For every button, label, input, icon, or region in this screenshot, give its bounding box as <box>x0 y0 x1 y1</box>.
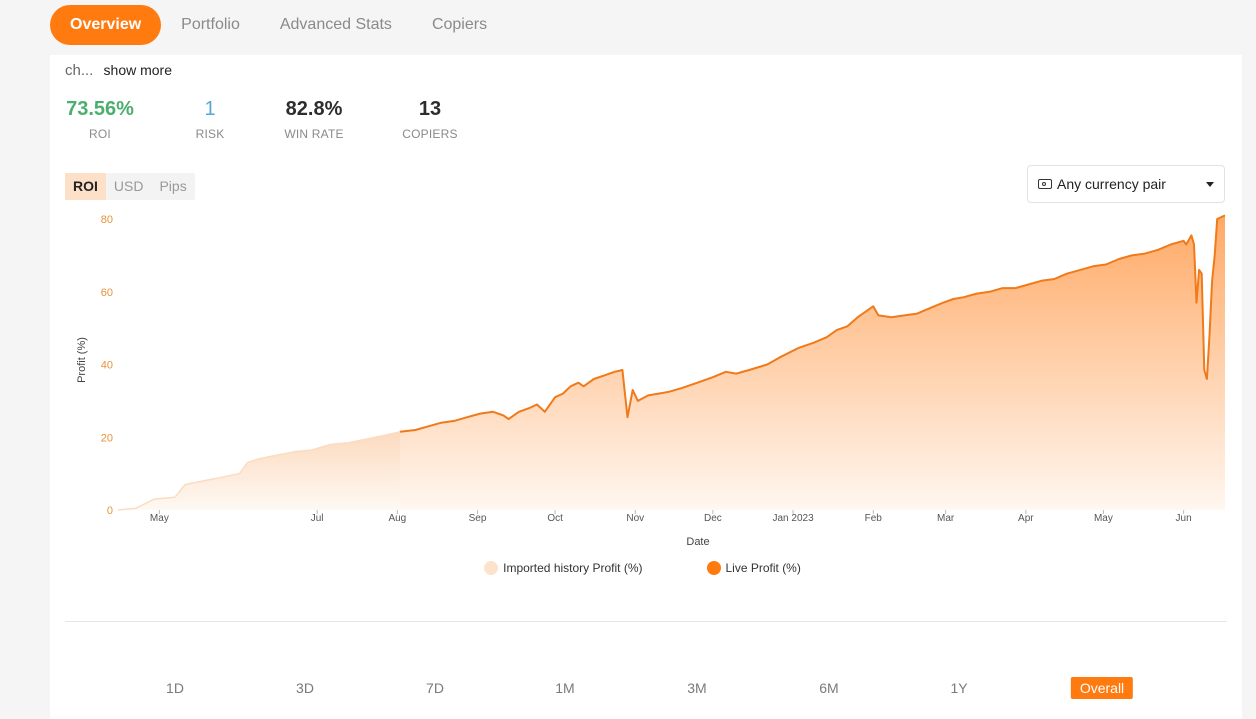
legend-imported[interactable]: Imported history Profit (%) <box>484 561 643 575</box>
divider <box>65 621 1227 622</box>
metric-toggle: ROI USD Pips <box>65 173 195 200</box>
x-tick-label: Aug <box>388 513 406 524</box>
legend-imported-dot <box>484 561 499 575</box>
y-tick-label: 40 <box>101 360 113 372</box>
legend-live-dot <box>706 561 721 575</box>
legend-live[interactable]: Live Profit (%) <box>706 561 801 575</box>
legend-live-label: Live Profit (%) <box>725 561 801 575</box>
description-text: ch... <box>65 62 94 79</box>
period-6m[interactable]: 6M <box>819 680 839 696</box>
copiers-label: COPIERS <box>402 127 458 141</box>
overview-card: ch... show more 73.56% ROI 1 RISK 82.8% … <box>50 55 1242 719</box>
x-axis-title: Date <box>686 536 709 548</box>
tab-advanced-stats[interactable]: Advanced Stats <box>279 16 392 33</box>
period-1d[interactable]: 1D <box>166 680 184 696</box>
tab-overview[interactable]: Overview <box>50 5 162 45</box>
tab-copiers[interactable]: Copiers <box>431 16 488 33</box>
risk-value: 1 <box>204 98 216 120</box>
y-axis-title: Profit (%) <box>76 337 88 383</box>
x-tick-label: Feb <box>865 513 883 524</box>
x-tick-label: Apr <box>1018 513 1034 524</box>
y-tick-label: 20 <box>101 432 113 444</box>
strategy-description: ch... show more <box>65 62 172 79</box>
tab-portfolio[interactable]: Portfolio <box>181 16 240 33</box>
imported-profit-area <box>118 431 400 510</box>
risk-label: RISK <box>195 127 225 141</box>
win-rate-label: WIN RATE <box>284 127 344 141</box>
period-3m[interactable]: 3M <box>687 680 707 696</box>
top-tabs: Overview Portfolio Advanced Stats Copier… <box>50 5 507 45</box>
x-tick-label: Jun <box>1176 513 1192 524</box>
x-tick-label: Jan 2023 <box>772 513 814 524</box>
y-tick-label: 80 <box>101 214 113 226</box>
live-profit-line <box>399 214 1226 433</box>
period-7d[interactable]: 7D <box>426 680 444 696</box>
metric-usd[interactable]: USD <box>113 178 144 194</box>
stat-roi: 73.56% ROI <box>65 97 135 141</box>
x-tick-label: Nov <box>626 513 644 524</box>
caret-down-icon <box>1206 181 1214 187</box>
x-tick-label: Dec <box>704 513 722 524</box>
period-1y[interactable]: 1Y <box>950 680 968 696</box>
currency-pair-select[interactable]: Any currency pair <box>1027 165 1225 203</box>
live-profit-area <box>399 215 1225 510</box>
y-tick-label: 60 <box>101 287 113 299</box>
period-overall[interactable]: Overall <box>1070 677 1134 699</box>
x-tick-label: Sep <box>469 513 487 524</box>
stat-copiers: 13 COPIERS <box>399 97 461 141</box>
period-1m[interactable]: 1M <box>555 680 575 696</box>
roi-label: ROI <box>89 127 111 141</box>
copiers-value: 13 <box>418 98 442 120</box>
period-selector: 1D 3D 7D 1M 3M 6M 1Y Overall <box>50 677 1242 699</box>
x-tick-label: Mar <box>937 513 955 524</box>
cash-icon <box>1038 179 1052 189</box>
x-tick-label: May <box>1094 513 1113 524</box>
x-tick-label: Jul <box>311 513 324 524</box>
win-rate-value: 82.8% <box>285 98 343 120</box>
metric-pips[interactable]: Pips <box>159 178 187 194</box>
chart-legend: Imported history Profit (%) Live Profit … <box>50 561 1242 575</box>
show-more-link[interactable]: show more <box>103 62 172 78</box>
currency-pair-value: Any currency pair <box>1057 176 1166 192</box>
y-tick-label: 0 <box>107 505 113 517</box>
legend-imported-label: Imported history Profit (%) <box>503 561 643 575</box>
imported-profit-line <box>117 431 401 511</box>
x-tick-label: May <box>150 513 169 524</box>
roi-value: 73.56% <box>66 98 134 120</box>
stat-risk: 1 RISK <box>190 97 230 141</box>
period-3d[interactable]: 3D <box>296 680 314 696</box>
metric-roi[interactable]: ROI <box>65 173 106 200</box>
profit-chart: 0 20 40 60 80 May Jul Aug Sep Oct Nov Dec Jan 2023 F… <box>76 214 1226 548</box>
stat-win-rate: 82.8% WIN RATE <box>279 97 349 141</box>
x-tick-label: Oct <box>547 513 563 524</box>
